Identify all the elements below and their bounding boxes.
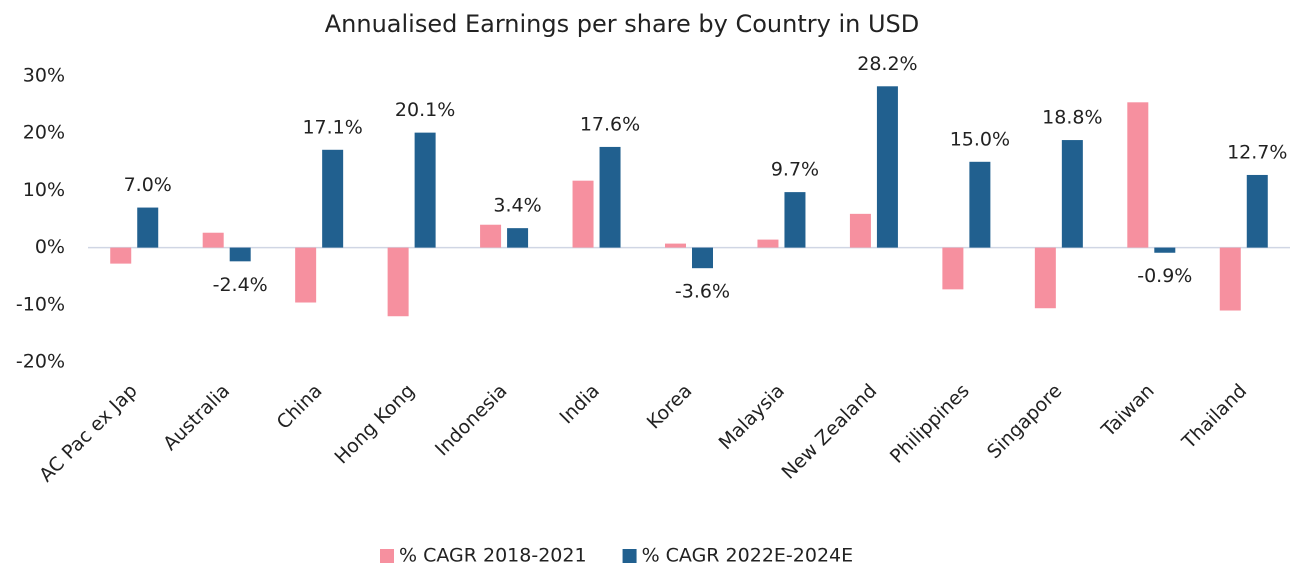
bar [110, 247, 132, 264]
value-label: -0.9% [1137, 265, 1192, 287]
bar [295, 247, 317, 303]
bar [1219, 247, 1241, 311]
y-tick-label: 30% [23, 65, 65, 87]
x-tick-label: New Zealand [778, 380, 882, 484]
value-label: 3.4% [493, 195, 541, 217]
value-label: -2.4% [213, 274, 268, 296]
x-tick-label: Australia [159, 380, 234, 455]
bar [784, 192, 806, 248]
bar [876, 86, 898, 248]
bar [969, 161, 991, 248]
chart-title: Annualised Earnings per share by Country… [325, 10, 919, 38]
value-label: 17.6% [580, 113, 640, 135]
bar [692, 247, 713, 269]
x-tick-label: Singapore [983, 380, 1066, 463]
y-tick-label: -20% [16, 351, 65, 373]
bar [229, 247, 251, 262]
bar [1127, 102, 1149, 248]
value-label: 20.1% [395, 99, 455, 121]
legend-swatch [622, 549, 637, 563]
bar [322, 149, 344, 248]
bar [849, 213, 871, 248]
bar [572, 180, 594, 248]
x-tick-label: Hong Kong [330, 380, 419, 469]
x-tick-label: Thailand [1177, 380, 1251, 454]
x-tick-label: Taiwan [1097, 380, 1159, 442]
bar [507, 228, 529, 248]
y-tick-label: 10% [23, 179, 65, 201]
bar [1246, 174, 1268, 248]
value-label: -3.6% [675, 281, 730, 303]
bar [1034, 247, 1056, 309]
y-tick-label: 0% [35, 236, 65, 258]
x-tick-label: Malaysia [715, 380, 789, 454]
legend-label: % CAGR 2022E-2024E [642, 545, 854, 567]
value-label: 7.0% [124, 174, 172, 196]
value-label: 18.8% [1042, 107, 1102, 129]
x-tick-label: Philippines [886, 380, 974, 468]
bar [665, 243, 686, 248]
bar [387, 247, 409, 317]
bar [1154, 247, 1176, 253]
bar [414, 132, 436, 248]
value-label: 12.7% [1227, 141, 1287, 163]
value-label: 28.2% [857, 53, 917, 75]
bar [942, 247, 964, 290]
bar [757, 239, 779, 248]
y-tick-label: -10% [16, 293, 65, 315]
bar [1061, 140, 1083, 248]
x-tick-label: AC Pac ex Jap [35, 380, 142, 487]
legend-swatch [380, 549, 394, 563]
x-tick-label: Korea [643, 380, 697, 434]
bar [599, 146, 621, 248]
legend-label: % CAGR 2018-2021 [399, 545, 587, 567]
value-label: 9.7% [771, 159, 819, 181]
x-tick-label: China [273, 380, 327, 434]
x-tick-label: Indonesia [431, 380, 512, 461]
x-tick-label: India [555, 380, 604, 429]
y-tick-label: 20% [23, 122, 65, 144]
bar [137, 207, 159, 248]
bar [480, 224, 502, 248]
value-label: 17.1% [302, 116, 362, 138]
bar [202, 232, 224, 248]
value-label: 15.0% [950, 128, 1010, 150]
